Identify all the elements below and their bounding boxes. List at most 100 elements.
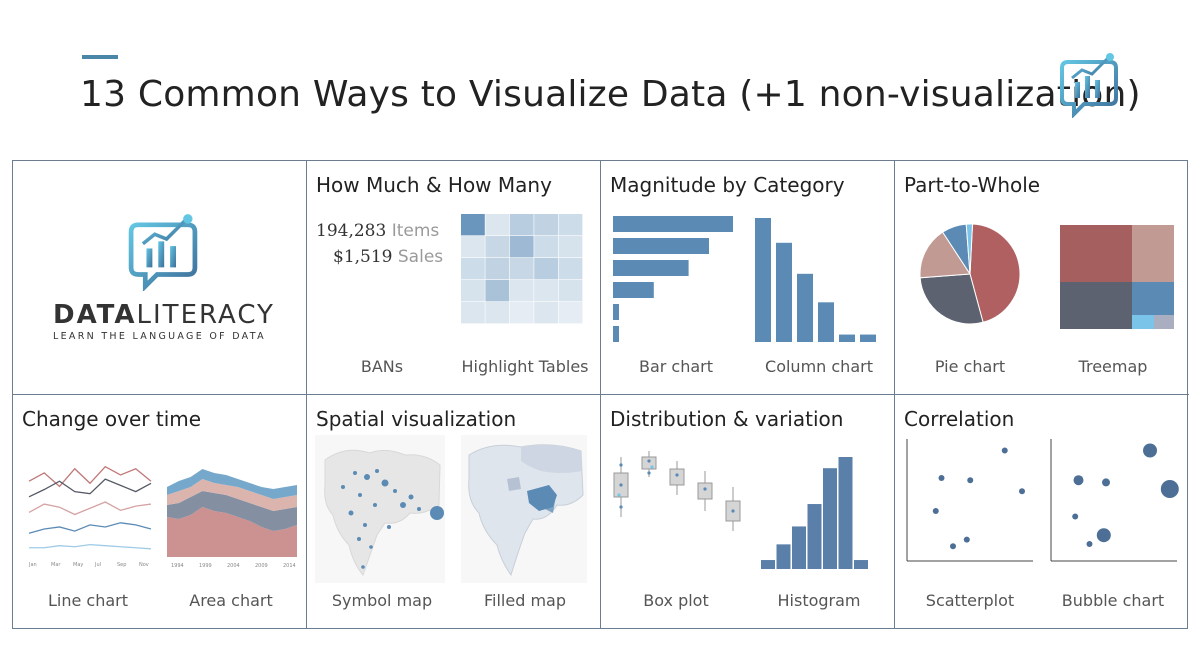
axis-tick-label: 2009 bbox=[255, 563, 268, 569]
caption-histogram: Histogram bbox=[777, 591, 861, 610]
table-cell bbox=[509, 280, 534, 302]
caption-bar-chart: Bar chart bbox=[638, 357, 714, 376]
cell-title: Distribution & variation bbox=[610, 407, 844, 431]
area-band bbox=[167, 507, 297, 557]
bar bbox=[613, 260, 689, 276]
column-chart bbox=[755, 218, 876, 342]
histogram bbox=[761, 457, 868, 569]
bubble-point bbox=[1102, 478, 1110, 487]
table-cell bbox=[558, 214, 583, 236]
treemap-tile bbox=[1132, 315, 1154, 329]
axis-tick-label: 2014 bbox=[283, 563, 296, 569]
line-series bbox=[28, 522, 152, 534]
caption-symbol-map: Symbol map bbox=[331, 591, 433, 610]
axis-tick-label: 1999 bbox=[199, 563, 212, 569]
scatter-point bbox=[1001, 447, 1008, 454]
table-cell bbox=[485, 302, 510, 324]
table-cell bbox=[534, 258, 558, 280]
caption-area-chart: Area chart bbox=[189, 591, 273, 610]
bubble-point bbox=[1086, 541, 1093, 547]
histogram-bin bbox=[838, 457, 853, 569]
bubble-point bbox=[1143, 443, 1157, 458]
pie-slice bbox=[919, 273, 984, 325]
bar bbox=[613, 304, 619, 320]
axis-tick-label: 1994 bbox=[171, 563, 184, 569]
brand-wordmark: DATALITERACY bbox=[53, 300, 275, 330]
caption-treemap: Treemap bbox=[1078, 357, 1148, 376]
table-cell bbox=[461, 214, 485, 236]
caption-filled-map: Filled map bbox=[483, 591, 566, 610]
line-series bbox=[29, 543, 152, 550]
scatter-point bbox=[1019, 488, 1025, 495]
bar bbox=[613, 282, 654, 298]
caption-bubble-chart: Bubble chart bbox=[1061, 591, 1165, 610]
data-literacy-logo-icon bbox=[1060, 53, 1118, 118]
cell-magnitude: Magnitude by Category Bar chart Column c… bbox=[601, 161, 895, 395]
cell-part-to-whole: Part-to-Whole Pie chart Treemap bbox=[895, 161, 1189, 395]
cell-title: Part-to-Whole bbox=[904, 173, 1041, 197]
table-cell bbox=[461, 302, 485, 324]
scatter-point bbox=[932, 508, 939, 514]
histogram-bin bbox=[792, 526, 806, 569]
axis-tick-label: 2004 bbox=[227, 563, 240, 569]
caption-line-chart: Line chart bbox=[47, 591, 129, 610]
histogram-bin bbox=[854, 560, 868, 569]
bar bbox=[776, 242, 792, 342]
table-cell bbox=[485, 258, 510, 280]
area-band bbox=[167, 479, 297, 511]
treemap-tile bbox=[1060, 225, 1132, 282]
table-cell bbox=[485, 236, 510, 258]
line-series bbox=[28, 465, 152, 488]
line-series bbox=[28, 501, 152, 516]
table-cell bbox=[461, 258, 485, 280]
treemap bbox=[1060, 225, 1174, 329]
scatterplot bbox=[906, 439, 1033, 562]
data-literacy-logo-icon bbox=[128, 214, 198, 291]
scatter-point bbox=[938, 475, 945, 481]
treemap-tile bbox=[1154, 315, 1174, 329]
axis-tick-label: Jul bbox=[94, 562, 101, 568]
axis-tick-label: Mar bbox=[51, 562, 61, 568]
scatter-point bbox=[963, 536, 970, 543]
bar bbox=[797, 273, 813, 342]
table-cell bbox=[509, 214, 534, 236]
bubble-chart bbox=[1050, 439, 1179, 562]
area-band bbox=[167, 491, 297, 531]
table-cell bbox=[485, 214, 510, 236]
histogram-bin bbox=[776, 544, 791, 569]
box-plot bbox=[613, 451, 741, 531]
axis-tick-label: Jan bbox=[28, 562, 37, 568]
pie-chart bbox=[919, 223, 1021, 325]
brand-tagline: LEARN THE LANGUAGE OF DATA bbox=[53, 331, 266, 342]
area-chart: 1994 1999 2004 2009 2014 bbox=[167, 469, 297, 569]
axis-tick-label: Sep bbox=[117, 562, 126, 568]
brand-cell: DATALITERACY LEARN THE LANGUAGE OF DATA bbox=[13, 161, 307, 395]
table-cell bbox=[509, 236, 534, 258]
ban-items: 194,283 Items bbox=[316, 221, 440, 241]
caption-column-chart: Column chart bbox=[765, 357, 873, 376]
table-cell bbox=[558, 236, 583, 258]
ban-sales: $1,519 Sales bbox=[333, 247, 444, 267]
bubble-point bbox=[1160, 480, 1179, 498]
histogram-bin bbox=[761, 560, 775, 569]
table-cell bbox=[485, 280, 510, 302]
caption-pie-chart: Pie chart bbox=[934, 357, 1006, 376]
highlight-table bbox=[461, 214, 583, 324]
cell-distribution: Distribution & variation Box plot Histog… bbox=[601, 395, 895, 629]
scatter-point bbox=[967, 477, 974, 484]
bar-chart bbox=[613, 216, 733, 342]
page-title: 13 Common Ways to Visualize Data (+1 non… bbox=[80, 74, 1141, 115]
bar bbox=[613, 238, 709, 254]
bar bbox=[818, 302, 834, 342]
histogram-bin bbox=[807, 504, 822, 569]
cell-spatial: Spatial visualization Symbol map Filled … bbox=[307, 395, 601, 629]
title-accent-bar bbox=[82, 55, 118, 59]
line-chart: Jan Mar May Jul Sep Nov bbox=[28, 465, 152, 568]
cell-how-much: How Much & How Many 194,283 Items $1,519… bbox=[307, 161, 601, 395]
table-cell bbox=[558, 302, 583, 324]
table-cell bbox=[509, 258, 534, 280]
table-cell bbox=[509, 302, 534, 324]
treemap-tile bbox=[1132, 282, 1174, 315]
visualization-grid: DATALITERACY LEARN THE LANGUAGE OF DATA … bbox=[12, 160, 1189, 629]
table-cell bbox=[534, 214, 558, 236]
